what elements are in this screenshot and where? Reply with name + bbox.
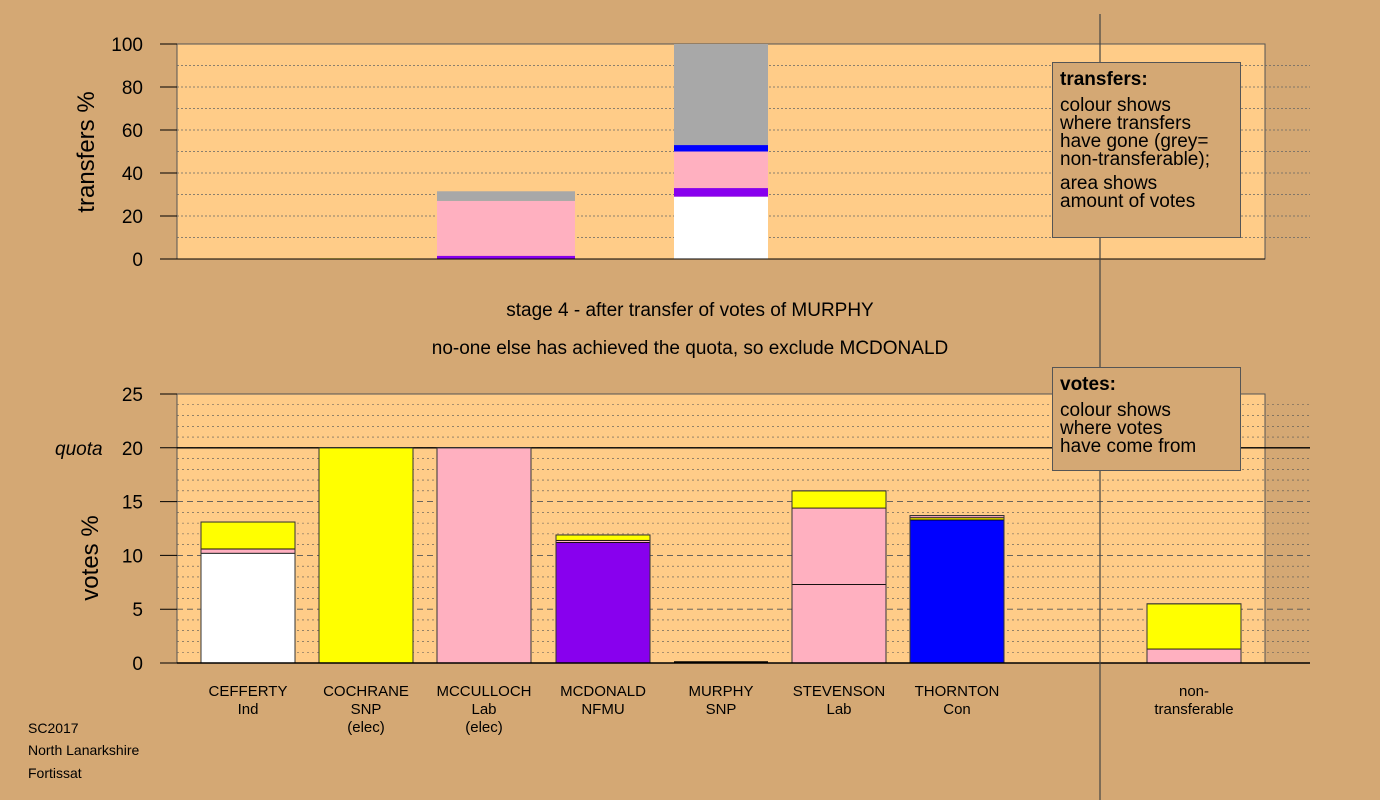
candidate-label-cefferty: CEFFERTY Ind bbox=[188, 683, 308, 719]
candidate-party: Ind bbox=[237, 701, 259, 718]
candidate-label-mcdonald: MCDONALD NFMU bbox=[543, 683, 663, 719]
transfers-legend-line: where transfers bbox=[1060, 113, 1191, 134]
stage-title: stage 4 - after transfer of votes of MUR… bbox=[506, 300, 874, 321]
transfers-bar-segment bbox=[674, 145, 768, 152]
candidate-party: SNP bbox=[705, 701, 737, 718]
footer-ward: Fortissat bbox=[28, 765, 82, 781]
candidate-status: (elec) bbox=[465, 719, 503, 736]
candidate-label-mcculloch: MCCULLOCH Lab (elec) bbox=[424, 683, 544, 737]
votes-tick-label: 20 bbox=[122, 439, 143, 460]
votes-legend-title: votes: bbox=[1060, 374, 1116, 395]
candidate-name: THORNTON bbox=[914, 683, 1000, 700]
candidate-party: Lab bbox=[826, 701, 852, 718]
nontransferable-line: non- bbox=[1178, 683, 1210, 700]
transfers-legend-title: transfers: bbox=[1060, 69, 1148, 90]
votes-axis-label: votes % bbox=[77, 515, 104, 600]
transfers-tick-label: 0 bbox=[132, 250, 143, 271]
candidate-party: Lab bbox=[471, 701, 497, 718]
candidate-party: SNP bbox=[350, 701, 382, 718]
nontransferable-line: transferable bbox=[1154, 701, 1234, 718]
votes-bar-segment bbox=[1146, 648, 1242, 664]
transfers-tick-label: 40 bbox=[122, 164, 143, 185]
candidate-name: COCHRANE bbox=[323, 683, 409, 700]
candidate-label-cochrane: COCHRANE SNP (elec) bbox=[306, 683, 426, 737]
votes-tick-label: 5 bbox=[132, 600, 143, 621]
votes-tick-label: 25 bbox=[122, 385, 143, 406]
candidate-label-stevenson: STEVENSON Lab bbox=[779, 683, 899, 719]
votes-bar-segment bbox=[200, 552, 296, 664]
votes-bar-segment bbox=[909, 519, 1005, 664]
votes-legend-line: colour shows bbox=[1060, 400, 1171, 421]
votes-bar-segment bbox=[1146, 603, 1242, 650]
votes-tick-label: 0 bbox=[132, 654, 143, 675]
votes-bar-segment bbox=[436, 447, 532, 664]
candidate-name: CEFFERTY bbox=[208, 683, 288, 700]
votes-bar-segment bbox=[791, 490, 887, 509]
votes-tick-label: 10 bbox=[122, 546, 143, 567]
transfers-bar-segment bbox=[437, 255, 575, 259]
transfers-bar-segment bbox=[674, 151, 768, 189]
footer-election: SC2017 bbox=[28, 720, 79, 736]
candidate-name: STEVENSON bbox=[792, 683, 886, 700]
quota-label: quota bbox=[55, 439, 103, 460]
candidate-name: MURPHY bbox=[688, 683, 754, 700]
transfers-tick-label: 60 bbox=[122, 121, 143, 142]
votes-bar-segment bbox=[555, 534, 651, 541]
votes-legend: votes: colour shows where votes have com… bbox=[1052, 367, 1241, 471]
votes-legend-line: where votes bbox=[1060, 418, 1163, 439]
votes-bar-segment bbox=[555, 542, 651, 664]
candidate-name: MCCULLOCH bbox=[436, 683, 532, 700]
votes-bar-segment bbox=[318, 447, 414, 664]
transfers-legend-line: non-transferable); bbox=[1060, 149, 1210, 170]
transfers-legend-line: amount of votes bbox=[1060, 191, 1196, 212]
transfers-tick-label: 100 bbox=[111, 35, 143, 56]
transfers-tick-label: 80 bbox=[122, 78, 143, 99]
votes-bar-segment bbox=[200, 548, 296, 554]
transfers-bar-segment bbox=[437, 200, 575, 256]
votes-bar-segment bbox=[791, 584, 887, 664]
transfers-legend-line: have gone (grey= bbox=[1060, 131, 1209, 152]
nontransferable-label: non- transferable bbox=[1134, 683, 1254, 719]
candidate-label-thornton: THORNTON Con bbox=[897, 683, 1017, 719]
candidate-party: Con bbox=[943, 701, 971, 718]
transfers-tick-label: 20 bbox=[122, 207, 143, 228]
stage-action: no-one else has achieved the quota, so e… bbox=[431, 338, 949, 359]
candidate-status: (elec) bbox=[347, 719, 385, 736]
candidate-party: NFMU bbox=[581, 701, 625, 718]
candidate-label-murphy: MURPHY SNP bbox=[661, 683, 781, 719]
transfers-legend-line: colour shows bbox=[1060, 95, 1171, 116]
votes-bar-segment bbox=[791, 507, 887, 585]
transfers-legend-line: area shows bbox=[1060, 173, 1158, 194]
footer-council: North Lanarkshire bbox=[28, 742, 140, 758]
transfers-bar-segment bbox=[674, 196, 768, 259]
transfers-bar-segment bbox=[437, 191, 575, 201]
transfers-bar-segment bbox=[674, 44, 768, 146]
transfers-axis-label: transfers % bbox=[73, 91, 100, 212]
votes-legend-line: have come from bbox=[1060, 436, 1197, 457]
candidate-name: MCDONALD bbox=[560, 683, 646, 700]
transfers-legend: transfers: colour shows where transfers … bbox=[1052, 62, 1241, 238]
votes-bar-segment bbox=[200, 521, 296, 550]
votes-tick-label: 15 bbox=[122, 493, 143, 514]
transfers-bar-segment bbox=[674, 188, 768, 197]
